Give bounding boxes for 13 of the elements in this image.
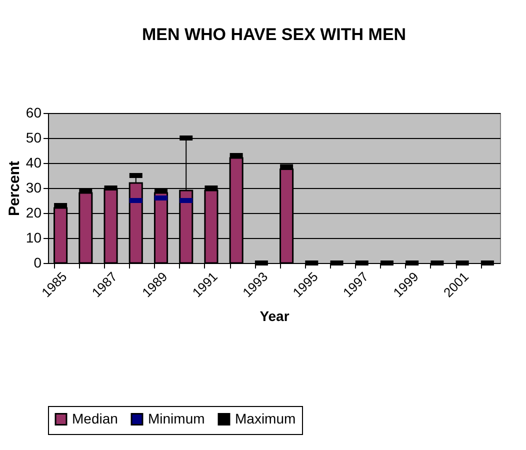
y-tick-label: 10: [26, 230, 42, 246]
y-tick-label: 50: [26, 130, 42, 146]
y-axis-title: Percent: [6, 160, 23, 216]
y-tick-label: 60: [26, 104, 42, 120]
y-tick-label: 30: [26, 180, 42, 196]
x-axis-title: Year: [260, 308, 290, 324]
chart-title: MEN WHO HAVE SEX WITH MEN: [142, 25, 406, 44]
y-tick-label: 0: [34, 254, 42, 270]
y-tick-label: 40: [26, 154, 42, 170]
legend-label: Median: [72, 410, 118, 426]
legend-label: Minimum: [148, 410, 205, 426]
y-tick-label: 20: [26, 204, 42, 220]
legend-label: Maximum: [235, 410, 296, 426]
